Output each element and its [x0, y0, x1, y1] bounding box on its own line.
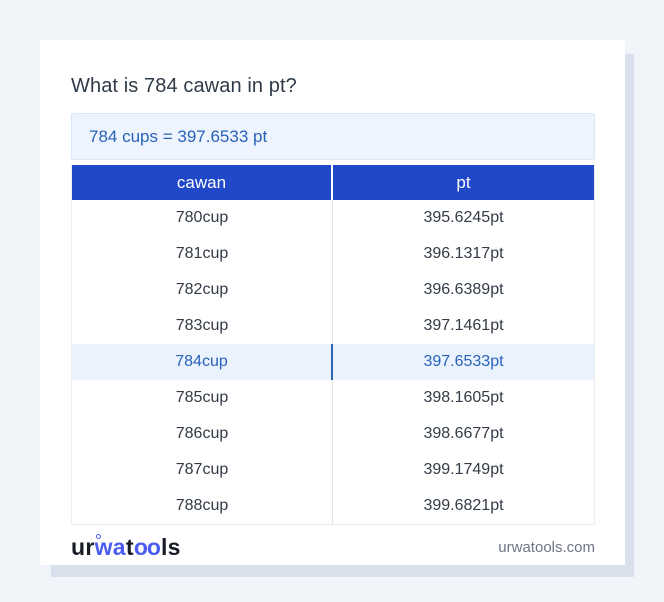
- table-cell-pt: 399.6821pt: [333, 488, 594, 524]
- table-row: 783cup 397.1461pt: [72, 308, 594, 344]
- table-cell-cawan: 781cup: [72, 236, 333, 272]
- table-cell-pt: 399.1749pt: [333, 452, 594, 488]
- table-row: 784cup 397.6533pt: [72, 344, 594, 380]
- table-cell-cawan: 787cup: [72, 452, 333, 488]
- page-title: What is 784 cawan in pt?: [71, 75, 297, 97]
- table-cell-pt: 397.1461pt: [333, 308, 594, 344]
- table-cell-cawan: 785cup: [72, 380, 333, 416]
- conversion-card: What is 784 cawan in pt? 784 cups = 397.…: [40, 40, 625, 565]
- table-header-cawan: cawan: [72, 165, 333, 200]
- table-cell-cawan: 786cup: [72, 416, 333, 452]
- site-domain: urwatools.com: [498, 538, 595, 556]
- logo-text-ls: ls: [160, 534, 181, 560]
- table-row: 780cup 395.6245pt: [72, 200, 594, 236]
- table-body: 780cup 395.6245pt 781cup 396.1317pt 782cup 39…: [72, 200, 594, 524]
- logo-text-t: t: [125, 534, 134, 560]
- table-row: 787cup 399.1749pt: [72, 452, 594, 488]
- table-cell-pt: 397.6533pt: [333, 344, 594, 380]
- urwatools-logo[interactable]: urwatools: [71, 532, 181, 562]
- logo-ring-icon: [96, 534, 101, 539]
- conversion-table: cawan pt 780cup 395.6245pt 781cup 396.1317p…: [72, 165, 594, 524]
- table-row: 781cup 396.1317pt: [72, 236, 594, 272]
- table-row: 786cup 398.6677pt: [72, 416, 594, 452]
- table-row: 785cup 398.1605pt: [72, 380, 594, 416]
- table-cell-cawan: 784cup: [72, 344, 333, 380]
- answer-box: 784 cups = 397.6533 pt: [71, 113, 595, 160]
- table-cell-cawan: 788cup: [72, 488, 333, 524]
- table-row: 782cup 396.6389pt: [72, 272, 594, 308]
- table-header-row: cawan pt: [72, 165, 594, 200]
- conversion-table-wrap: cawan pt 780cup 395.6245pt 781cup 396.1317p…: [71, 165, 595, 525]
- table-cell-pt: 398.1605pt: [333, 380, 594, 416]
- table-cell-pt: 396.6389pt: [333, 272, 594, 308]
- logo-text-ur: ur: [71, 534, 95, 560]
- table-cell-pt: 396.1317pt: [333, 236, 594, 272]
- table-cell-pt: 395.6245pt: [333, 200, 594, 236]
- table-cell-pt: 398.6677pt: [333, 416, 594, 452]
- card-footer: urwatools urwatools.com: [71, 532, 595, 562]
- answer-text: 784 cups = 397.6533 pt: [89, 126, 268, 146]
- table-cell-cawan: 782cup: [72, 272, 333, 308]
- table-header-pt: pt: [333, 165, 594, 200]
- table-row: 788cup 399.6821pt: [72, 488, 594, 524]
- table-cell-cawan: 783cup: [72, 308, 333, 344]
- table-cell-cawan: 780cup: [72, 200, 333, 236]
- logo-oo-glasses-icon: oo: [133, 534, 161, 560]
